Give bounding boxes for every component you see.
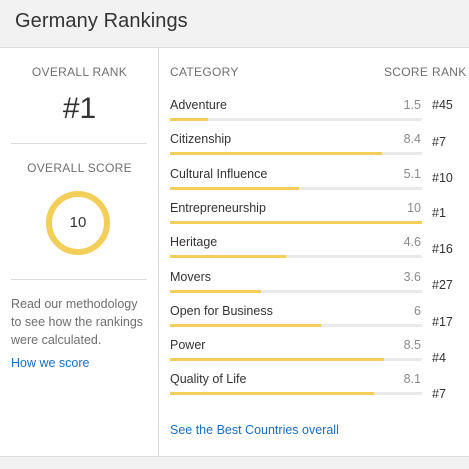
category-rank: #4 [432, 351, 446, 365]
category-rank: #17 [432, 315, 453, 329]
overall-rank-label: OVERALL RANK [31, 65, 128, 79]
score-bar-track [170, 392, 422, 395]
score-bar-fill [170, 392, 374, 395]
score-ring-fill [46, 191, 110, 255]
category-rank: #7 [432, 387, 446, 401]
methodology-text: Read our methodology to see how the rank… [11, 297, 144, 347]
best-countries-link[interactable]: See the Best Countries overall [170, 423, 339, 437]
score-bar-track [170, 358, 422, 361]
overall-panel: OVERALL RANK #1 OVERALL SCORE 10 Read ou… [0, 48, 159, 456]
category-score: 5.1 [403, 167, 421, 181]
score-ring-graphic [46, 191, 110, 255]
category-rank: #7 [432, 135, 446, 149]
category-row: Open for Business 6 [160, 304, 469, 338]
score-bar-track [170, 118, 422, 121]
category-row: Quality of Life 8.1 [160, 372, 469, 406]
category-score: 10 [407, 201, 421, 215]
category-row: Entrepreneurship 10 [160, 201, 469, 235]
score-bar-fill [170, 255, 286, 258]
category-row: Power 8.5 [160, 338, 469, 372]
category-row: Cultural Influence 5.1 [160, 167, 469, 201]
category-name: Power [170, 338, 206, 352]
category-row: Heritage 4.6 [160, 235, 469, 269]
rank-column-header: RANK [432, 65, 467, 79]
category-rank: #16 [432, 242, 453, 256]
score-bar-fill [170, 152, 382, 155]
score-column-header: SCORE [384, 65, 429, 79]
category-rank: #1 [432, 206, 446, 220]
overall-score-ring: 10 [44, 189, 112, 257]
category-name: Citizenship [170, 132, 232, 146]
category-row: Citizenship 8.4 [160, 132, 469, 166]
score-bar-fill [170, 358, 384, 361]
category-table: CATEGORY SCORE RANK Adventure 1.5 #45 Citiz… [160, 48, 469, 456]
score-bar-fill [170, 324, 321, 327]
score-bar-track [170, 255, 422, 258]
category-name: Cultural Influence [170, 167, 268, 181]
category-score: 6 [414, 304, 421, 318]
category-score: 8.5 [403, 338, 421, 352]
category-name: Quality of Life [170, 372, 247, 386]
rankings-header: Germany Rankings [0, 0, 469, 48]
category-column-header: CATEGORY [170, 65, 239, 79]
how-we-score-link[interactable]: How we score [11, 356, 90, 370]
overall-score-label: OVERALL SCORE [27, 161, 132, 175]
score-bar-track [170, 187, 422, 190]
category-name: Movers [170, 270, 211, 284]
page-title: Germany Rankings [15, 10, 188, 32]
category-name: Heritage [170, 235, 218, 249]
overall-rank-value: #1 [62, 92, 97, 125]
score-bar-fill [170, 290, 261, 293]
divider [11, 143, 147, 144]
score-bar-track [170, 152, 422, 155]
score-bar-fill [170, 118, 208, 121]
category-rank: #27 [432, 278, 453, 292]
category-name: Entrepreneurship [170, 201, 266, 215]
score-bar-fill [170, 187, 299, 190]
score-bar-track [170, 221, 422, 224]
category-rank: #45 [432, 98, 453, 112]
divider [11, 279, 147, 280]
category-score: 1.5 [403, 98, 421, 112]
category-score: 8.1 [403, 372, 421, 386]
category-name: Open for Business [170, 304, 273, 318]
bottom-bar [0, 456, 469, 469]
score-bar-track [170, 324, 422, 327]
category-score: 3.6 [403, 270, 421, 284]
category-row: Movers 3.6 [160, 270, 469, 304]
category-row: Adventure 1.5 [160, 98, 469, 132]
score-bar-fill [170, 221, 422, 224]
category-score: 8.4 [403, 132, 421, 146]
category-score: 4.6 [403, 235, 421, 249]
score-bar-track [170, 290, 422, 293]
overall-score-value: 10 [69, 214, 87, 231]
category-rank: #10 [432, 171, 453, 185]
category-name: Adventure [170, 98, 227, 112]
